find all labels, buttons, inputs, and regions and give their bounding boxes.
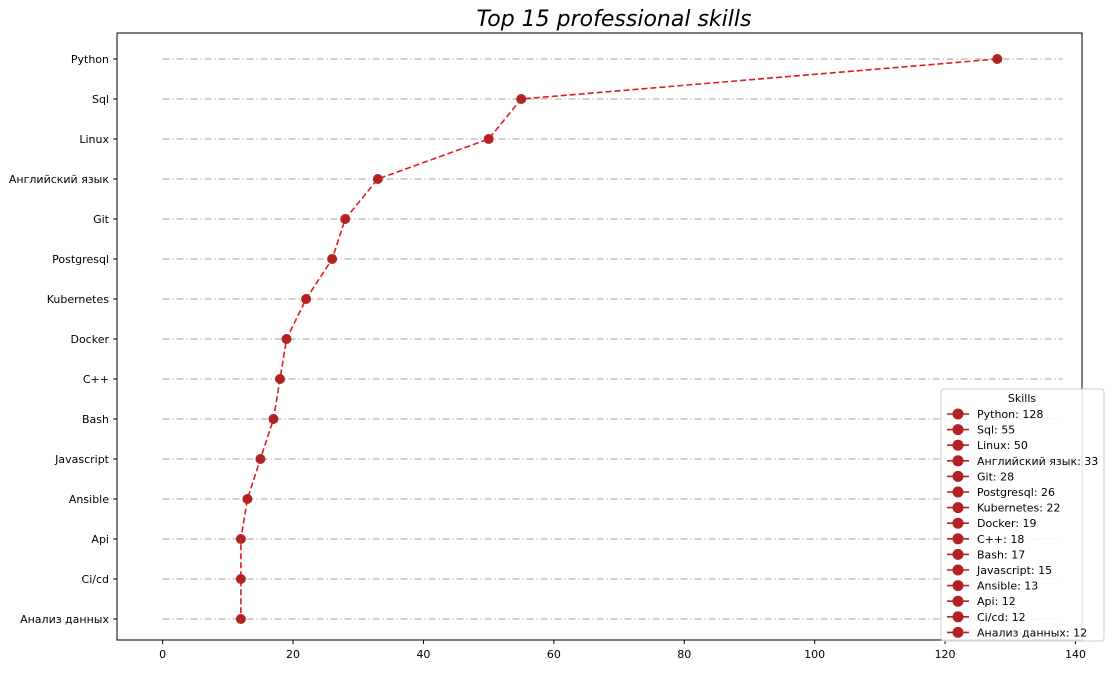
- legend-marker: [952, 408, 964, 420]
- legend-entry: Linux: 50: [977, 439, 1028, 452]
- data-point: [255, 454, 266, 464]
- data-point: [327, 254, 338, 264]
- data-point: [281, 334, 292, 344]
- legend-entry: Postgresql: 26: [977, 486, 1055, 499]
- legend-entries: Python: 128 Sql: 55 Linux: 50 Английский яз…: [947, 408, 1098, 639]
- y-tick-label: Bash: [82, 413, 109, 426]
- legend-entry: Английский язык: 33: [977, 455, 1098, 468]
- legend-entry: Javascript: 15: [976, 564, 1052, 577]
- legend-marker: [952, 580, 964, 592]
- legend: Skills Python: 128 Sql: 55 Linux: 50 Англий…: [940, 388, 1105, 642]
- data-points: [235, 54, 1003, 624]
- legend-box: [940, 388, 1105, 642]
- legend-entry: C++: 18: [977, 533, 1024, 546]
- x-tick-label: 100: [804, 648, 825, 661]
- y-tick-label: Анализ данных: [20, 613, 109, 626]
- y-tick-label: Kubernetes: [47, 293, 110, 306]
- data-point: [242, 494, 253, 504]
- x-tick-label: 140: [1065, 648, 1086, 661]
- legend-entry: Kubernetes: 22: [977, 502, 1060, 515]
- legend-entry: Docker: 19: [977, 517, 1037, 530]
- legend-marker: [952, 548, 964, 560]
- y-tick-label: Javascript: [54, 453, 110, 466]
- y-tick-label: Ci/cd: [82, 573, 109, 586]
- legend-marker: [952, 533, 964, 545]
- legend-title: Skills: [1008, 392, 1037, 405]
- y-tick-label: Python: [71, 53, 109, 66]
- x-tick-label: 80: [677, 648, 691, 661]
- data-point: [992, 54, 1003, 64]
- x-tick-label: 0: [159, 648, 166, 661]
- legend-marker: [952, 455, 964, 467]
- chart-title: Top 15 professional skills: [477, 7, 752, 32]
- legend-entry: Bash: 17: [977, 548, 1025, 561]
- y-tick-label: Sql: [92, 93, 109, 106]
- legend-marker: [952, 424, 964, 436]
- legend-marker: [952, 502, 964, 514]
- data-point: [301, 294, 312, 304]
- x-tick-label: 20: [286, 648, 300, 661]
- data-point: [372, 174, 383, 184]
- legend-entry: Python: 128: [977, 408, 1043, 421]
- y-tick-label: Postgresql: [52, 253, 109, 266]
- legend-marker: [952, 626, 964, 638]
- data-point: [268, 414, 279, 424]
- y-tick-label: C++: [83, 373, 109, 386]
- legend-entry: Анализ данных: 12: [977, 626, 1087, 639]
- data-point: [235, 534, 246, 544]
- legend-marker: [952, 439, 964, 451]
- plot-frame: [116, 32, 1083, 641]
- y-tick-label: Английский язык: [9, 173, 109, 186]
- x-tick-label: 120: [935, 648, 956, 661]
- y-axis-ticks: Python Sql Linux Английский язык Git Postgres…: [9, 53, 117, 626]
- legend-entry: Api: 12: [977, 595, 1016, 608]
- y-tick-label: Ansible: [69, 493, 109, 506]
- legend-entry: Sql: 55: [977, 424, 1015, 437]
- legend-marker: [952, 486, 964, 498]
- legend-marker: [952, 611, 964, 623]
- legend-marker: [952, 517, 964, 529]
- guide-lines: [162, 58, 1063, 620]
- legend-marker: [952, 595, 964, 607]
- x-axis-ticks: 0 20 40 60 80 100 120 140: [159, 640, 1086, 661]
- data-point: [275, 374, 286, 384]
- data-point: [516, 94, 527, 104]
- legend-marker: [952, 564, 964, 576]
- y-tick-label: Api: [91, 533, 109, 546]
- y-tick-label: Git: [93, 213, 110, 226]
- x-tick-label: 40: [416, 648, 430, 661]
- data-point: [340, 214, 351, 224]
- y-tick-label: Docker: [70, 333, 109, 346]
- data-point: [235, 614, 246, 624]
- legend-entry: Git: 28: [977, 470, 1014, 483]
- legend-entry: Ansible: 13: [977, 580, 1038, 593]
- data-point: [235, 574, 246, 584]
- data-point: [483, 134, 494, 144]
- legend-entry: Ci/cd: 12: [977, 611, 1026, 624]
- y-tick-label: Linux: [79, 133, 109, 146]
- legend-marker: [952, 470, 964, 482]
- x-tick-label: 60: [547, 648, 561, 661]
